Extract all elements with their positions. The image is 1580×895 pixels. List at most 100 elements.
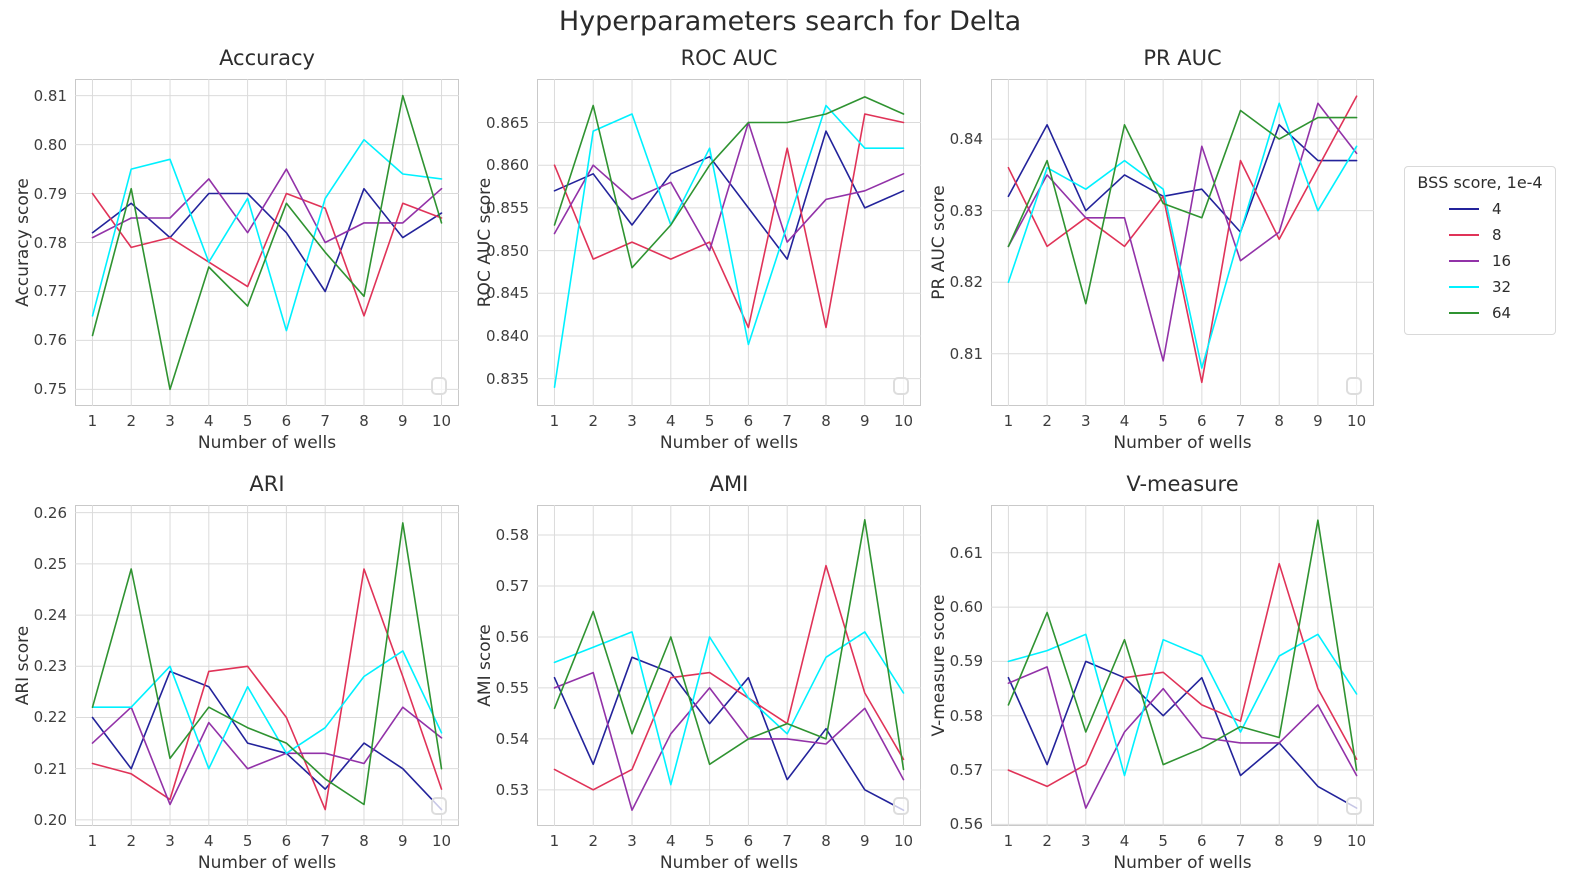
x-tick-label: 4	[204, 832, 214, 850]
y-tick-label: 0.865	[486, 113, 529, 132]
legend-item: 16	[1409, 248, 1551, 274]
x-tick-label: 4	[1119, 832, 1130, 850]
plot-corner-handle-icon[interactable]	[431, 797, 447, 815]
y-tick-label: 0.83	[949, 201, 983, 220]
legend-item-label: 16	[1492, 252, 1512, 270]
x-tick-label: 6	[1197, 412, 1207, 430]
y-tick-label: 0.54	[495, 729, 529, 748]
x-tick-label: 6	[281, 412, 292, 430]
x-axis-label: Number of wells	[197, 853, 337, 873]
subplot-accuracy: Accuracy Accuracy score Number of wells 0.7…	[5, 39, 479, 466]
y-tick-label: 0.840	[486, 326, 529, 345]
x-tick-label: 7	[320, 832, 330, 850]
series-line-16	[1007, 102, 1358, 362]
plot-corner-handle-icon[interactable]	[1346, 797, 1362, 815]
y-tick-label: 0.55	[495, 678, 529, 697]
plot-corner-handle-icon[interactable]	[431, 377, 447, 395]
y-tick-label: 0.84	[949, 130, 983, 149]
y-tick-label: 0.53	[495, 780, 529, 799]
plot-corner-handle-icon[interactable]	[893, 377, 909, 395]
x-tick-label: 10	[1347, 412, 1367, 430]
legend-item: 8	[1409, 222, 1551, 248]
series-line-16	[553, 121, 905, 252]
y-tick-label: 0.80	[33, 135, 67, 154]
x-tick-label: 9	[859, 832, 870, 850]
y-tick-label: 0.23	[33, 657, 67, 676]
y-tick-label: 0.24	[33, 606, 67, 625]
x-tick-label: 3	[1081, 832, 1091, 850]
plot-area	[75, 79, 459, 406]
x-tick-label: 5	[242, 832, 253, 850]
x-tick-label: 9	[1313, 832, 1323, 850]
y-tick-label: 0.835	[486, 369, 529, 388]
x-tick-label: 3	[165, 412, 175, 430]
x-tick-label: 6	[743, 832, 754, 850]
series-line-4	[553, 130, 905, 260]
series-line-4	[91, 187, 443, 293]
x-tick-label: 1	[549, 832, 560, 850]
y-tick-label: 0.79	[33, 184, 67, 203]
y-tick-label: 0.76	[33, 331, 67, 350]
x-axis-label: Number of wells	[659, 433, 799, 453]
x-tick-label: 9	[397, 832, 408, 850]
x-tick-label: 7	[1235, 832, 1246, 850]
series-line-64	[91, 94, 443, 391]
legend-item: 4	[1409, 196, 1551, 222]
x-tick-label: 3	[1081, 412, 1091, 430]
x-axis-label: Number of wells	[659, 853, 799, 873]
x-tick-label: 2	[588, 412, 598, 430]
x-tick-label: 1	[549, 412, 560, 430]
y-tick-label: 0.850	[486, 241, 529, 260]
x-tick-label: 3	[627, 412, 637, 430]
y-tick-label: 0.25	[33, 554, 67, 573]
y-tick-label: 0.22	[33, 708, 67, 727]
x-tick-label: 1	[1003, 412, 1014, 430]
y-tick-label: 0.81	[33, 86, 67, 105]
x-tick-label: 4	[666, 412, 676, 430]
x-tick-label: 5	[1158, 832, 1168, 850]
subplot-roc-auc: ROC AUC ROC AUC score Number of wells 0.835…	[467, 39, 941, 466]
plot-corner-handle-icon[interactable]	[1346, 377, 1362, 395]
x-tick-label: 10	[431, 832, 452, 850]
x-tick-label: 1	[1003, 832, 1014, 850]
x-tick-label: 7	[1235, 412, 1246, 430]
plot-area	[991, 505, 1374, 826]
subplot-title: Accuracy	[219, 46, 315, 70]
legend-line-swatch-icon	[1449, 234, 1479, 236]
x-tick-label: 2	[126, 832, 136, 850]
x-tick-label: 6	[1197, 832, 1207, 850]
y-tick-label: 0.60	[949, 598, 983, 617]
legend-item-label: 8	[1492, 226, 1502, 244]
legend-item: 64	[1409, 300, 1551, 326]
x-tick-label: 7	[782, 832, 792, 850]
subplot-ami: AMI AMI score Number of wells 0.53 0.54 0.55 0…	[467, 465, 941, 886]
y-tick-label: 0.860	[486, 156, 529, 175]
subplot-pr-auc: PR AUC PR AUC score Number of wells 0.81 0.8…	[921, 39, 1394, 466]
x-axis-label: Number of wells	[197, 433, 337, 453]
figure-title: Hyperparameters search for Delta	[558, 6, 1022, 37]
legend-line-swatch-icon	[1449, 286, 1479, 288]
series-line-32	[91, 138, 443, 332]
series-line-16	[91, 168, 443, 244]
legend-line-swatch-icon	[1449, 312, 1479, 314]
series-line-32	[1007, 102, 1358, 369]
y-tick-label: 0.58	[495, 526, 529, 545]
x-tick-label: 10	[1347, 832, 1367, 850]
y-tick-label: 0.57	[949, 761, 983, 780]
x-tick-label: 1	[87, 412, 98, 430]
subplot-title: AMI	[709, 472, 749, 496]
plot-corner-handle-icon[interactable]	[893, 797, 909, 815]
subplot-title: ROC AUC	[680, 46, 778, 70]
x-tick-label: 10	[431, 412, 452, 430]
y-tick-label: 0.81	[949, 344, 983, 363]
y-tick-label: 0.78	[33, 233, 67, 252]
plot-area	[537, 505, 921, 826]
y-tick-label: 0.855	[486, 198, 529, 217]
x-tick-label: 9	[397, 412, 408, 430]
series-line-64	[553, 519, 905, 771]
y-tick-label: 0.21	[33, 759, 67, 778]
x-axis-label: Number of wells	[1113, 433, 1252, 453]
x-tick-label: 5	[1158, 412, 1168, 430]
x-tick-label: 1	[87, 832, 98, 850]
